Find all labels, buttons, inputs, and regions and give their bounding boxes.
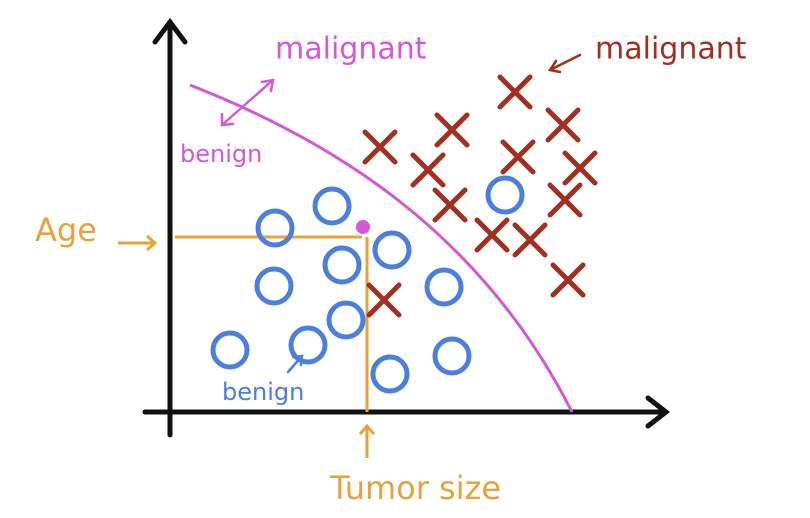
malignant-point xyxy=(512,222,548,258)
malignant-point xyxy=(410,152,446,188)
malignant-point xyxy=(434,112,470,148)
annotation: malignant xyxy=(275,32,427,67)
pointer-arrows xyxy=(220,53,582,374)
y-axis-arrow xyxy=(152,17,188,45)
annotation: benign xyxy=(180,140,262,168)
y-axis-label: Age xyxy=(35,211,97,249)
benign-arrow-head xyxy=(291,354,304,367)
malignant-point xyxy=(366,282,402,318)
boundary-arrow-tail xyxy=(220,112,235,127)
benign-point xyxy=(254,266,294,306)
benign-point xyxy=(210,330,250,370)
malignant-point xyxy=(547,182,583,218)
benign-point xyxy=(372,230,412,270)
size-arrow-head xyxy=(358,423,376,435)
benign-points xyxy=(210,175,525,394)
annotation: malignant xyxy=(595,32,747,67)
malignant-point xyxy=(500,139,536,175)
x-axis-label: Tumor size xyxy=(329,469,501,507)
malignant-point xyxy=(545,107,581,143)
benign-point xyxy=(432,336,472,376)
benign-point xyxy=(322,245,362,285)
age-arrow-head xyxy=(146,234,158,252)
malignant-points xyxy=(362,74,598,318)
query-lines xyxy=(118,234,376,458)
benign-arrow xyxy=(286,354,304,374)
malignant-point xyxy=(432,187,468,223)
benign-point xyxy=(326,300,366,340)
annotation: benign xyxy=(222,378,304,406)
benign-point xyxy=(424,267,464,307)
boundary-arrow-head xyxy=(260,78,275,93)
benign-point xyxy=(288,325,328,365)
benign-point xyxy=(485,175,525,215)
benign-point xyxy=(312,186,352,226)
malignant-point xyxy=(550,262,586,298)
malignant-arrow-head xyxy=(547,59,562,74)
x-axis-arrow xyxy=(645,395,671,429)
axes xyxy=(142,17,671,438)
decision-boundary xyxy=(189,83,574,413)
malignant-arrow xyxy=(548,53,582,72)
malignant-point xyxy=(362,129,398,165)
malignant-point xyxy=(562,150,598,186)
malignant-point xyxy=(497,74,533,110)
boundary-arrow xyxy=(220,78,275,127)
malignant-point xyxy=(474,217,510,253)
benign-point xyxy=(370,354,410,394)
query-point xyxy=(356,220,370,234)
benign-point xyxy=(255,208,295,248)
